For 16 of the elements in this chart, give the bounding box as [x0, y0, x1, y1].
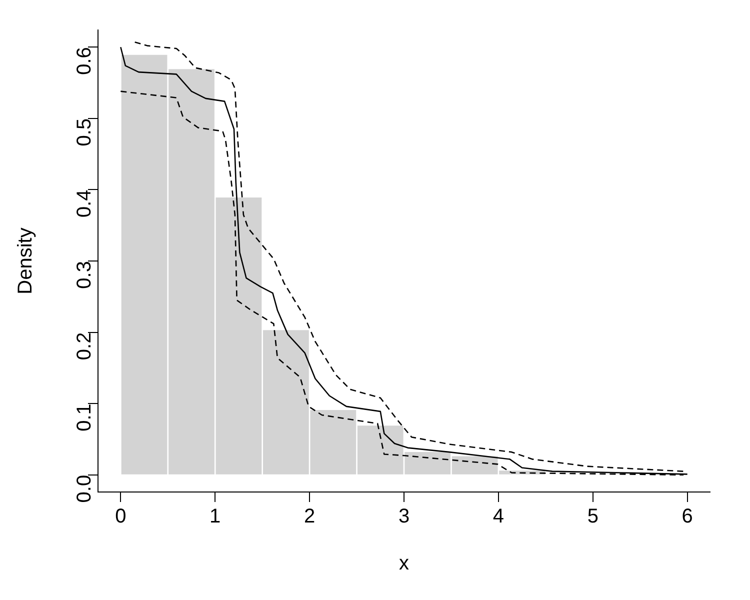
y-tick-label: 0.5 [74, 118, 96, 146]
x-tick-label: 2 [304, 506, 316, 528]
x-tick-label: 1 [210, 506, 221, 528]
x-tick-label: 3 [398, 506, 410, 528]
y-axis-title: Density [14, 228, 37, 294]
x-tick-label: 0 [115, 506, 126, 528]
y-tick-label: 0.1 [74, 404, 96, 432]
x-axis-title: x [399, 552, 409, 575]
x-tick-label: 4 [492, 506, 504, 528]
y-tick-label: 0.2 [74, 332, 96, 360]
y-tick-label: 0.6 [74, 47, 96, 75]
x-tick-label: 5 [587, 506, 598, 528]
x-tick-label: 6 [682, 506, 693, 528]
y-tick-label: 0.0 [74, 474, 96, 503]
y-tick-label: 0.4 [74, 190, 96, 218]
y-tick-label: 0.3 [74, 261, 96, 289]
